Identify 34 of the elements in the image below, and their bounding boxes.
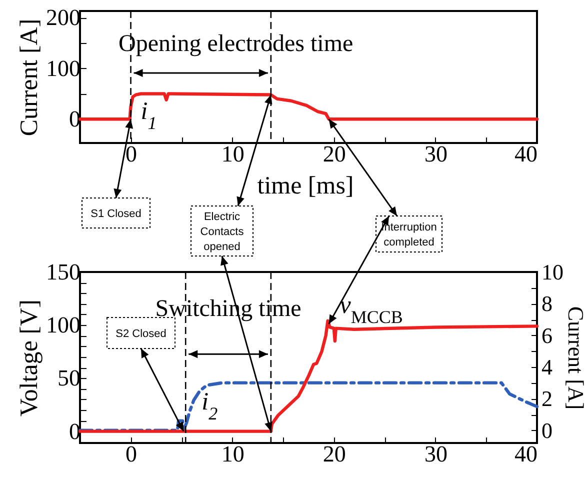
annotation: S1 Closed (90, 208, 142, 220)
y2-tick-label: 2 (542, 386, 552, 412)
annotation: Interruption completed (381, 222, 437, 248)
y-axis-title: Current [A] (16, 18, 43, 136)
annotation: Opening electrodes time (118, 31, 354, 58)
x-tick-label: 0 (126, 142, 138, 166)
y-axis-title: Voltage [V] (16, 300, 43, 416)
series-label: v$_{MCCB}$ (340, 292, 403, 327)
y-tick-label: 200 (46, 5, 80, 30)
x-tick-label: 10 (221, 142, 244, 166)
x-tick-label: 0 (126, 442, 138, 466)
line-series (78, 381, 539, 432)
y2-tick-label: 10 (542, 260, 564, 284)
y2-tick-label: 4 (542, 354, 552, 380)
y-tick-label: 100 (46, 56, 80, 81)
y2-tick-label: 6 (542, 322, 552, 348)
x-tick-label: 20 (322, 142, 346, 166)
series-label: i$_{1}$ (140, 98, 157, 133)
y-tick-label: 100 (46, 312, 80, 338)
annotation: Electric Contacts opened (200, 211, 244, 253)
y2-tick-label: 8 (542, 291, 552, 316)
y-tick-label: 50 (58, 366, 80, 391)
x-tick-label: 30 (424, 142, 448, 166)
x-tick-label: 10 (221, 442, 244, 466)
y2-tick-label: 0 (542, 418, 552, 443)
y-tick-label: 150 (46, 260, 80, 284)
x-tick-label: 20 (322, 442, 346, 466)
x-tick-label: 40 (514, 142, 538, 166)
y2-axis-title: Current [A] (564, 306, 586, 410)
x-tick-label: 30 (424, 442, 448, 466)
series-label: i$_{2}$ (202, 388, 218, 424)
x-tick-label: 40 (514, 442, 538, 466)
x-axis-title: time [ms] (257, 172, 354, 200)
annotation: S2 Closed (116, 328, 166, 340)
